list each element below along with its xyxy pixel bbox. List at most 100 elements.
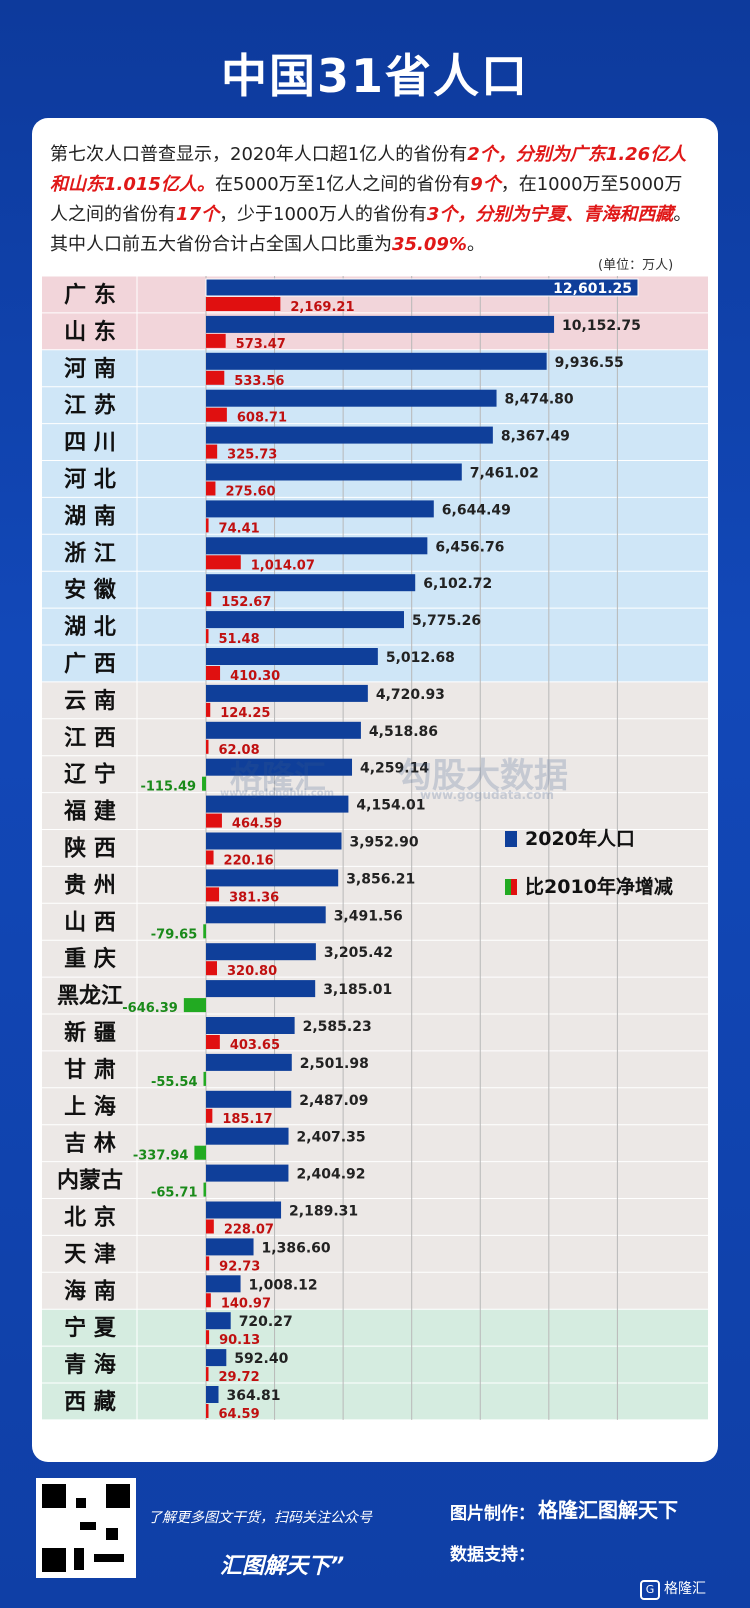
change-bar <box>206 518 209 533</box>
population-value-label: 3,952.90 <box>350 835 419 851</box>
watermark-brand1: 格隆汇 <box>230 758 327 796</box>
change-bar <box>206 481 216 496</box>
change-bar <box>206 370 225 385</box>
change-bar <box>206 555 241 570</box>
province-label: 西 藏 <box>64 1390 116 1415</box>
population-bar <box>205 278 639 297</box>
intro-highlight: 17个 <box>176 204 220 225</box>
province-label: 吉 林 <box>64 1131 116 1157</box>
province-label: 天 津 <box>64 1241 116 1267</box>
legend-swatch-change <box>505 879 517 895</box>
change-bar <box>206 1367 209 1382</box>
change-value-label: 220.16 <box>224 854 274 869</box>
province-label: 辽 宁 <box>64 762 116 788</box>
intro-text: ，在1000万至5000万人之间的省份有 <box>50 174 683 225</box>
population-value-label: 8,367.49 <box>501 429 570 445</box>
province-label: 甘 肃 <box>64 1057 116 1083</box>
change-value-label: 74.41 <box>219 521 260 536</box>
province-label: 新 疆 <box>64 1020 116 1046</box>
population-value-label: 720.27 <box>239 1314 293 1330</box>
legend-item-population: 2020年人口 <box>505 824 635 851</box>
population-value-label: 6,102.72 <box>423 576 492 592</box>
change-bar <box>206 850 214 865</box>
population-bar <box>206 537 428 555</box>
province-label: 贵 州 <box>64 873 116 898</box>
population-value-label: 2,404.92 <box>296 1167 365 1183</box>
intro-text: 。其中人口前五大省份合计占全国人口比重为 <box>50 204 692 255</box>
population-bar <box>206 1127 289 1145</box>
change-bar <box>206 887 220 902</box>
population-value-label: 2,585.23 <box>303 1019 372 1035</box>
change-bar <box>206 702 211 717</box>
province-label: 陕 西 <box>64 837 116 862</box>
population-bar <box>206 463 462 481</box>
legend-swatch-population <box>505 831 517 847</box>
intro-text: ，少于1000万人的省份有 <box>219 204 427 225</box>
change-value-label: 124.25 <box>220 706 270 721</box>
intro-text: 。 <box>466 234 485 255</box>
change-bar <box>206 1293 211 1308</box>
province-label: 北 京 <box>64 1205 116 1231</box>
change-value-label: -55.54 <box>151 1075 198 1090</box>
population-value-label: 2,407.35 <box>297 1130 366 1146</box>
change-value-label: 140.97 <box>221 1296 271 1311</box>
credit-data-label: 数据支持： <box>450 1545 535 1565</box>
population-bar <box>206 315 555 333</box>
population-value-label: 4,518.86 <box>369 724 438 740</box>
population-value-label: 3,205.42 <box>324 945 393 961</box>
province-label: 内蒙古 <box>57 1168 123 1194</box>
population-value-label: 6,456.76 <box>435 539 504 555</box>
population-value-label: 10,152.75 <box>562 318 641 334</box>
province-label: 宁 夏 <box>64 1315 117 1341</box>
province-label: 上 海 <box>64 1094 116 1120</box>
province-label: 湖 北 <box>64 615 116 640</box>
province-label: 福 建 <box>63 800 116 825</box>
change-bar <box>206 1404 209 1418</box>
change-value-label: 29.72 <box>219 1370 260 1385</box>
change-value-label: 410.30 <box>230 669 280 684</box>
population-bar <box>206 943 316 961</box>
population-bar <box>206 758 353 776</box>
qr-code[interactable] <box>36 1478 136 1578</box>
province-label: 江 西 <box>64 726 116 751</box>
population-bar <box>206 574 416 592</box>
province-label: 江 苏 <box>64 393 116 419</box>
change-value-label: 2,169.21 <box>290 300 354 315</box>
change-value-label: -115.49 <box>140 780 196 795</box>
change-bar <box>206 1035 220 1049</box>
intro-highlight: 35.09% <box>392 234 467 255</box>
change-bar <box>206 961 217 976</box>
population-bar <box>206 721 361 739</box>
unit-label: (单位：万人) <box>598 258 674 273</box>
population-value-label: 1,008.12 <box>249 1277 318 1293</box>
population-bar <box>206 906 326 924</box>
change-value-label: 573.47 <box>236 337 286 352</box>
change-bar <box>206 444 218 459</box>
province-label: 河 南 <box>64 357 116 382</box>
population-bar <box>206 1386 219 1403</box>
change-value-label: 464.59 <box>232 817 282 832</box>
corner-logo: G 格隆汇 <box>640 1578 706 1600</box>
population-bar <box>206 1275 241 1293</box>
footer-promo: 了解更多图文干货，扫码关注公众号 <box>148 1510 372 1526</box>
change-bar <box>206 592 212 607</box>
population-bar <box>206 1090 292 1108</box>
change-bar <box>203 1071 206 1086</box>
intro-paragraph: 第七次人口普查显示，2020年人口超1亿人的省份有2个，分别为广东1.26亿人和… <box>50 140 700 260</box>
change-bar <box>206 333 226 348</box>
credit-maker-name: 格隆汇图解天下 <box>538 1498 678 1522</box>
change-bar <box>206 297 281 311</box>
population-bar <box>206 1164 289 1182</box>
intro-text: 在5000万至1亿人之间的省份有 <box>214 174 471 195</box>
change-value-label: 64.59 <box>219 1407 260 1422</box>
province-label: 云 南 <box>64 689 116 714</box>
population-bar <box>206 684 368 702</box>
province-label: 安 徽 <box>64 577 117 603</box>
population-bar <box>206 1017 295 1034</box>
change-bar <box>206 1256 210 1271</box>
legend-label: 比2010年净增减 <box>525 876 673 898</box>
change-value-label: 152.67 <box>221 595 271 610</box>
population-bar <box>206 500 434 518</box>
population-bar <box>206 648 378 665</box>
